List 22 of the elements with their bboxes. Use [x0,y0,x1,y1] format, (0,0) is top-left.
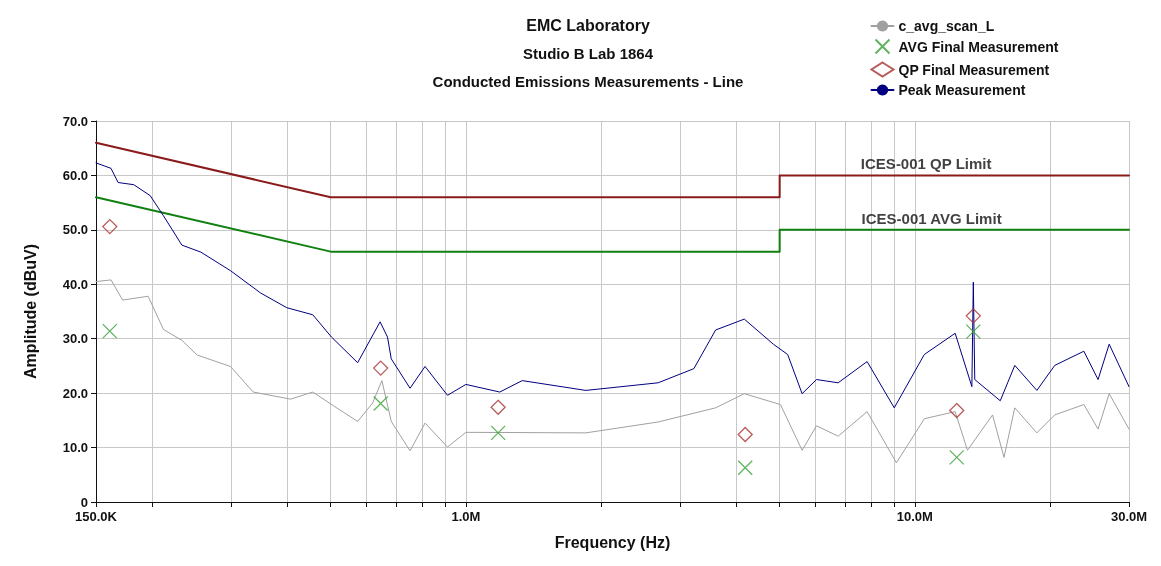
y-tick-label: 70.0 [62,113,88,129]
y-tick-label: 20.0 [62,385,88,401]
chart-subtitle: Studio B Lab 1864 Conducted Emissions Measurements - Line [432,44,744,90]
annotation: ICES-001 AVG Limit [861,209,1002,227]
annotation: ICES-001 QP Limit [860,155,992,173]
y-tick-label: 50.0 [62,222,88,238]
chart-title: EMC Laboratory [526,16,650,34]
x-axis-title: Frequency (Hz) [554,533,671,551]
y-axis-title: Amplitude (dBuV) [21,243,39,380]
x-tick-label: 1.0M [451,509,481,524]
x-tick-label: 150.0K [75,509,118,524]
legend-label: AVG Final Measurement [898,38,1059,55]
y-tick-label: 40.0 [62,276,88,292]
legend-label: c_avg_scan_L [898,18,995,34]
legend-label: Peak Measurement [898,82,1026,98]
y-tick-label: 0 [80,494,88,510]
y-tick-label: 60.0 [62,167,88,183]
x-tick-label: 30.0M [1110,509,1148,524]
legend-label: QP Final Measurement [898,61,1050,78]
y-tick-label: 10.0 [62,440,88,456]
y-tick-label: 30.0 [62,331,88,347]
x-tick-label: 10.0M [896,509,933,524]
